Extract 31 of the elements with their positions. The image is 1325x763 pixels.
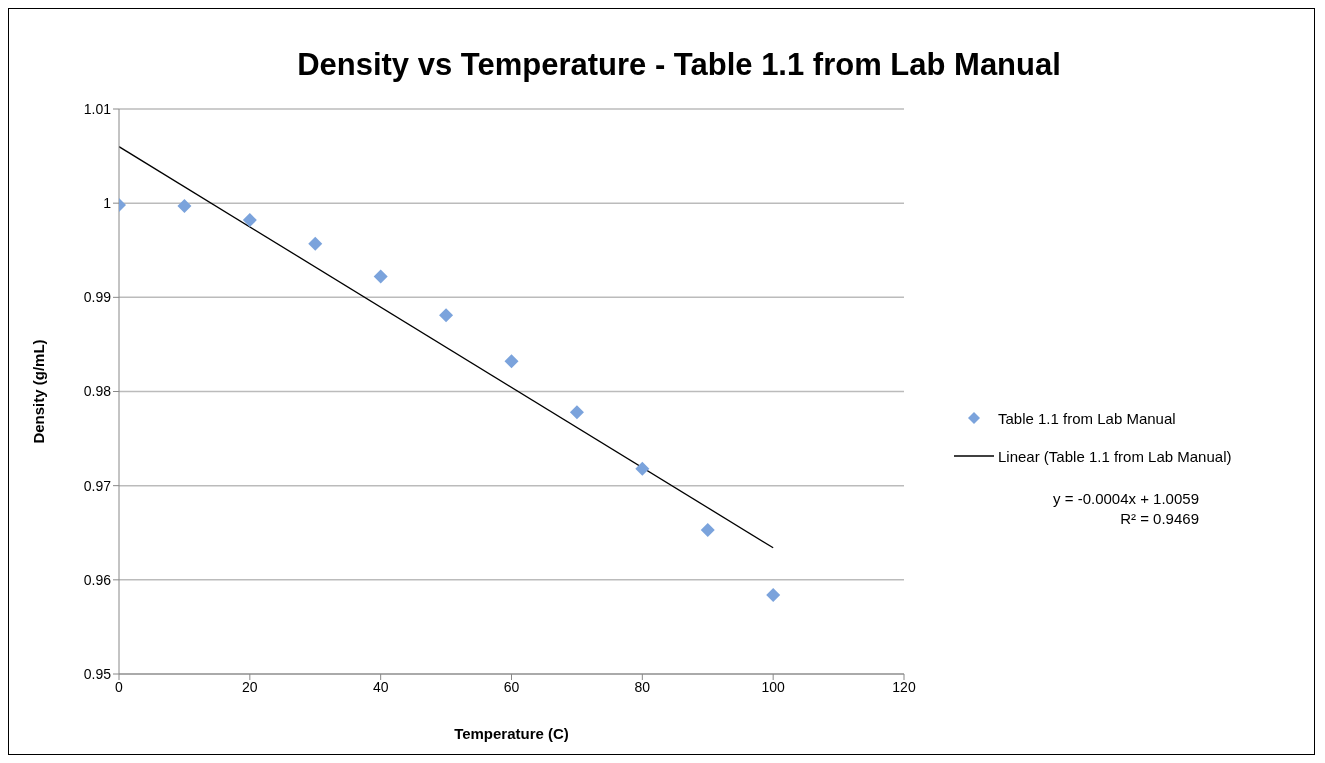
point xyxy=(766,587,781,602)
y-tick-label: 0.98 xyxy=(83,383,112,400)
y-tick-label: 0.96 xyxy=(83,571,112,588)
y-tick-label: 1.01 xyxy=(83,100,112,117)
point xyxy=(635,461,650,476)
text: y = -0.0004x + 1.0059 xyxy=(1052,489,1199,509)
x-tick-label: 120 xyxy=(892,678,916,695)
legend-label: Table 1.1 from Lab Manual xyxy=(998,409,1176,427)
point xyxy=(177,198,192,213)
text: R² = 0.9469 xyxy=(1119,509,1199,529)
y-tick-label: 1 xyxy=(103,195,112,212)
point xyxy=(308,236,323,251)
x-tick-label: 60 xyxy=(503,678,520,695)
x-tick-label: 20 xyxy=(242,678,258,695)
chart-title: Density vs Temperature - Table 1.1 from Lab Manual xyxy=(296,47,1062,83)
y-tick-label: 0.99 xyxy=(83,289,112,306)
point xyxy=(439,308,454,323)
x-tick-label: 80 xyxy=(634,678,651,695)
x-tick-label: 100 xyxy=(761,678,786,695)
y-tick-label: 0.97 xyxy=(83,477,112,494)
point xyxy=(569,405,584,420)
point xyxy=(700,522,715,537)
y-axis-title: Density (g/mL) xyxy=(30,339,48,444)
x-axis-title: Temperature (C) xyxy=(454,725,569,742)
x-tick-label: 0 xyxy=(115,678,124,695)
y-tick-label: 0.95 xyxy=(83,665,112,682)
point xyxy=(504,354,519,369)
x-tick-label: 40 xyxy=(372,678,389,695)
point xyxy=(242,213,257,228)
legend-label: Linear (Table 1.1 from Lab Manual) xyxy=(998,447,1232,465)
point xyxy=(373,269,388,284)
